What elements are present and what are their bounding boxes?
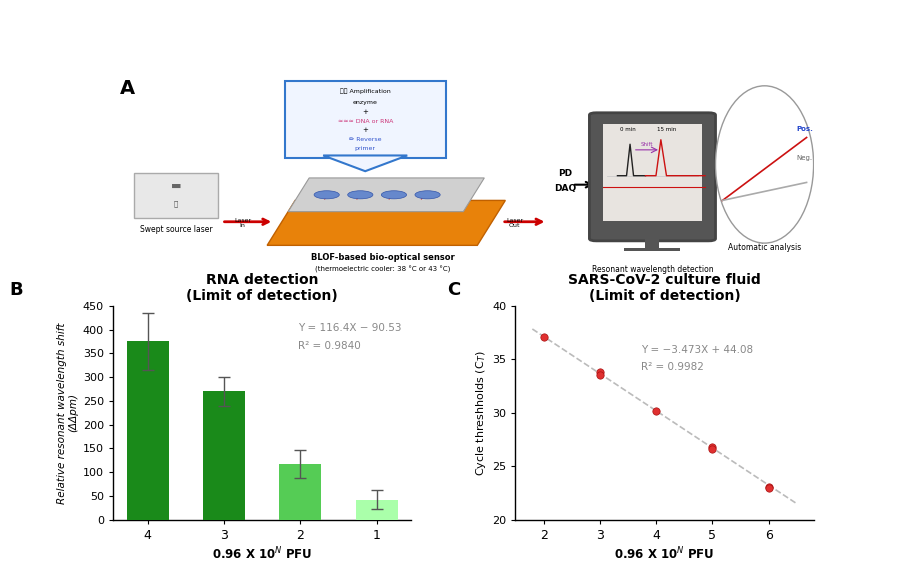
Circle shape bbox=[414, 191, 440, 199]
Circle shape bbox=[381, 191, 406, 199]
Text: Y = −3.473X + 44.08: Y = −3.473X + 44.08 bbox=[640, 345, 752, 355]
Polygon shape bbox=[288, 178, 484, 211]
Ellipse shape bbox=[715, 86, 813, 243]
Text: primer: primer bbox=[354, 146, 376, 151]
Text: Swept source laser: Swept source laser bbox=[140, 225, 212, 234]
Text: Neg.: Neg. bbox=[796, 155, 811, 161]
Circle shape bbox=[348, 191, 373, 199]
Text: B: B bbox=[9, 281, 23, 299]
Point bbox=[648, 406, 663, 415]
Point bbox=[760, 482, 775, 491]
Text: R² = 0.9840: R² = 0.9840 bbox=[297, 340, 360, 350]
Text: Resonant wavelength detection: Resonant wavelength detection bbox=[591, 265, 712, 274]
X-axis label: 0.96 X 10$^{N}$ PFU: 0.96 X 10$^{N}$ PFU bbox=[614, 546, 714, 562]
Title: RNA detection
(Limit of detection): RNA detection (Limit of detection) bbox=[186, 273, 338, 303]
Text: C: C bbox=[447, 281, 461, 299]
Text: PD: PD bbox=[557, 169, 572, 178]
Text: Y = 116.4X − 90.53: Y = 116.4X − 90.53 bbox=[297, 324, 401, 333]
Y-axis label: Cycle threshholds (C$_{T}$): Cycle threshholds (C$_{T}$) bbox=[474, 350, 488, 475]
FancyBboxPatch shape bbox=[134, 173, 218, 218]
Text: ⬛: ⬛ bbox=[173, 200, 178, 207]
Text: ✏ Reverse: ✏ Reverse bbox=[349, 137, 381, 142]
Text: enzyme: enzyme bbox=[352, 100, 377, 105]
Text: 🟢🟡 Amplification: 🟢🟡 Amplification bbox=[340, 88, 390, 93]
Text: 15 min: 15 min bbox=[656, 127, 675, 132]
Text: Pos.: Pos. bbox=[796, 126, 812, 132]
Title: SARS-CoV-2 culture fluid
(Limit of detection): SARS-CoV-2 culture fluid (Limit of detec… bbox=[567, 273, 760, 303]
Text: +: + bbox=[362, 127, 368, 133]
Text: DAQ: DAQ bbox=[554, 185, 575, 193]
Point bbox=[592, 371, 607, 380]
Bar bbox=[355, 500, 397, 520]
Text: 0 min: 0 min bbox=[619, 127, 635, 132]
Text: ≈≈≈ DNA or RNA: ≈≈≈ DNA or RNA bbox=[337, 119, 393, 124]
Text: Laser
Out: Laser Out bbox=[506, 218, 523, 228]
Polygon shape bbox=[323, 155, 406, 171]
Text: Laser
In: Laser In bbox=[234, 218, 251, 228]
Circle shape bbox=[313, 191, 339, 199]
FancyBboxPatch shape bbox=[284, 81, 445, 158]
Y-axis label: Relative resonant wavelength shift
(ΔΔpm): Relative resonant wavelength shift (ΔΔpm… bbox=[57, 322, 79, 503]
Point bbox=[704, 444, 719, 454]
Point bbox=[760, 483, 775, 492]
Point bbox=[592, 367, 607, 377]
X-axis label: 0.96 X 10$^{N}$ PFU: 0.96 X 10$^{N}$ PFU bbox=[211, 546, 312, 562]
Text: (thermoelectric cooler: 38 °C or 43 °C): (thermoelectric cooler: 38 °C or 43 °C) bbox=[314, 266, 450, 273]
Bar bbox=[279, 464, 321, 520]
Bar bbox=[624, 248, 680, 251]
FancyBboxPatch shape bbox=[589, 113, 715, 241]
Text: Automatic analysis: Automatic analysis bbox=[727, 243, 800, 252]
Text: +: + bbox=[362, 109, 368, 115]
Text: R² = 0.9982: R² = 0.9982 bbox=[640, 362, 703, 372]
Bar bbox=[126, 342, 168, 520]
Point bbox=[535, 332, 550, 342]
Text: Shift: Shift bbox=[640, 142, 652, 148]
FancyBboxPatch shape bbox=[603, 124, 701, 221]
Text: A: A bbox=[120, 79, 135, 98]
Text: ▬: ▬ bbox=[171, 181, 182, 191]
Text: BLOF-based bio-optical sensor: BLOF-based bio-optical sensor bbox=[311, 253, 454, 262]
Point bbox=[704, 442, 719, 451]
Polygon shape bbox=[267, 200, 505, 245]
Bar bbox=[202, 391, 245, 520]
Bar bbox=[645, 239, 659, 248]
